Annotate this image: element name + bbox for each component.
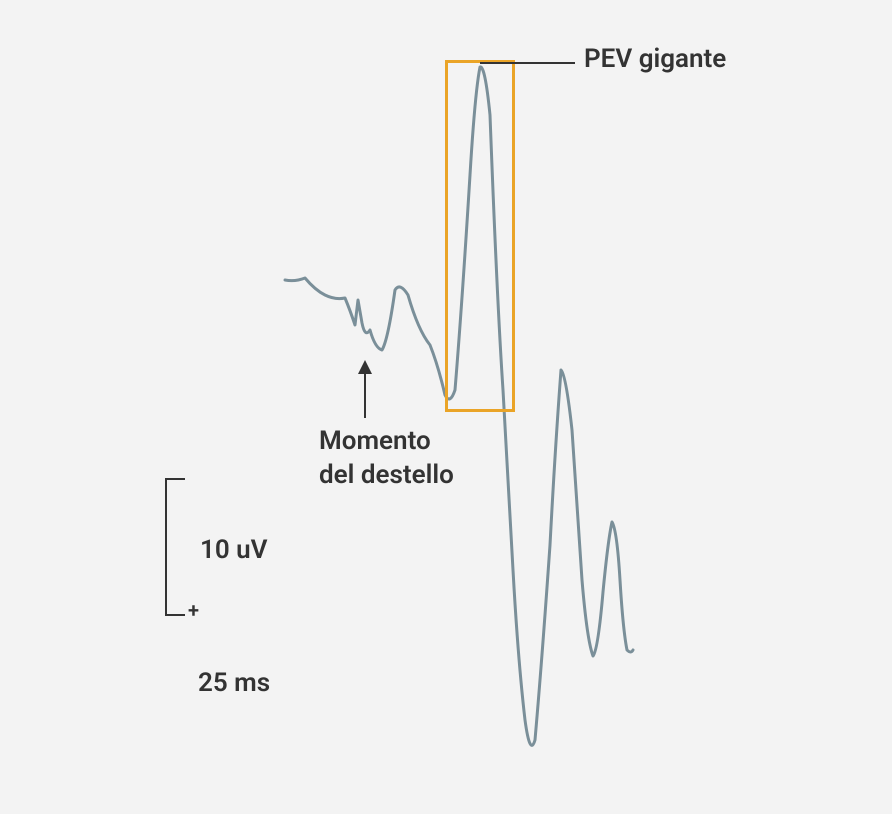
flash-moment-line2: del destello <box>319 460 454 490</box>
scale-bar-cap-top <box>165 478 185 480</box>
time-scale-label: 25 ms <box>198 668 270 698</box>
pev-label: PEV gigante <box>584 44 726 74</box>
pev-highlight-box <box>445 60 515 412</box>
polarity-plus: + <box>188 598 199 622</box>
scale-bar-cap-bottom <box>165 614 185 616</box>
flash-moment-label: Momento del destello <box>319 425 454 493</box>
voltage-scale-label: 10 uV <box>200 535 268 565</box>
pev-leader-line <box>480 62 575 64</box>
flash-moment-line1: Momento <box>319 426 431 456</box>
diagram-container: PEV gigante Momento del destello 10 uV +… <box>0 0 892 814</box>
scale-bar-vertical <box>165 478 167 614</box>
flash-arrow-shaft <box>364 372 366 418</box>
